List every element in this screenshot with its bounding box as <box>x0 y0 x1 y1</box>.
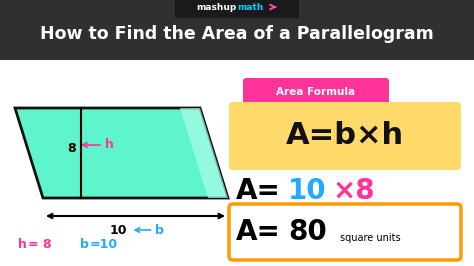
Text: How to Find the Area of a Parallelogram: How to Find the Area of a Parallelogram <box>40 25 434 43</box>
Text: b: b <box>80 238 89 251</box>
Text: 8: 8 <box>67 142 76 155</box>
Polygon shape <box>180 108 228 198</box>
Text: =10: =10 <box>90 238 118 251</box>
Text: 80: 80 <box>288 218 327 246</box>
Bar <box>0 60 474 266</box>
FancyBboxPatch shape <box>229 204 461 260</box>
Text: Area Formula: Area Formula <box>276 87 356 97</box>
Text: h: h <box>105 139 114 152</box>
Text: A=: A= <box>236 177 281 205</box>
Text: 10: 10 <box>288 177 327 205</box>
Text: = 8: = 8 <box>28 238 52 251</box>
Text: A=b×h: A=b×h <box>286 122 404 151</box>
Text: mashup: mashup <box>197 2 237 11</box>
Text: h: h <box>18 238 27 251</box>
Text: b: b <box>155 223 164 236</box>
FancyBboxPatch shape <box>175 0 299 18</box>
Text: math: math <box>237 2 264 11</box>
FancyBboxPatch shape <box>229 102 461 170</box>
FancyBboxPatch shape <box>243 78 389 106</box>
Text: ×8: ×8 <box>333 177 375 205</box>
Text: 10: 10 <box>110 223 128 236</box>
Polygon shape <box>15 108 228 198</box>
Text: square units: square units <box>340 233 401 243</box>
Text: A=: A= <box>236 218 281 246</box>
